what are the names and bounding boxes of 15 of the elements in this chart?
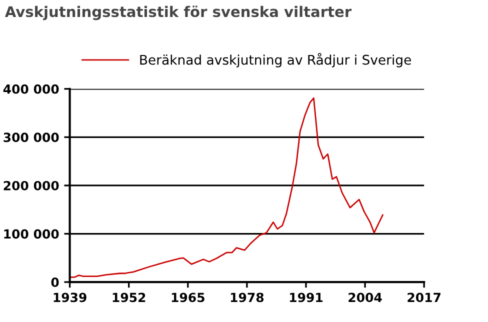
- x-tick-label: 1991: [290, 292, 323, 302]
- y-tick-label: 100 000: [4, 229, 59, 239]
- x-tick-label: 2017: [408, 292, 440, 302]
- x-tick-label: 1965: [172, 292, 204, 302]
- line-series: [70, 97, 384, 278]
- x-tick-label: 1952: [112, 292, 146, 302]
- x-tick-label: 2004: [348, 292, 382, 302]
- y-tick-label: 200 000: [4, 180, 59, 190]
- chart-title: Avskjutningsstatistik för svenska viltarter: [4, 6, 352, 20]
- y-tick-label: 0: [51, 278, 59, 287]
- x-tick-label: 1939: [54, 292, 86, 302]
- y-tick-label: 400 000: [3, 84, 59, 94]
- legend-label: Beräknad avskjutning av Rådjur i Sverige: [140, 53, 411, 68]
- y-tick-label: 300 000: [4, 132, 59, 142]
- x-tick-label: 1978: [230, 292, 264, 302]
